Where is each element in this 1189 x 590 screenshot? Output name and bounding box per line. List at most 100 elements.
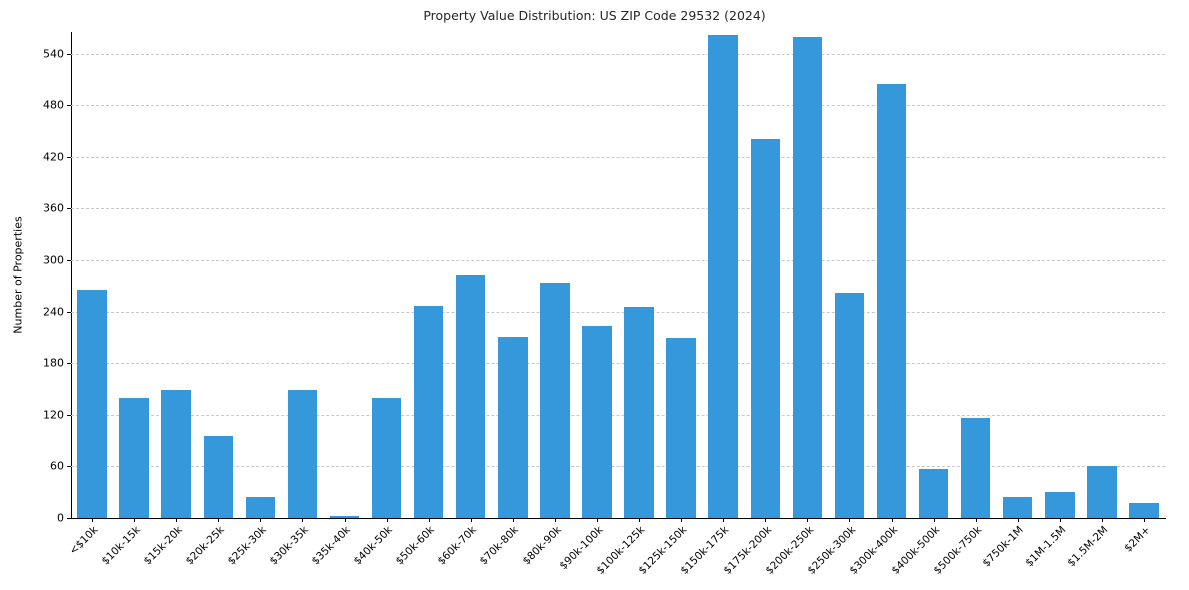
- bar[interactable]: [287, 389, 318, 518]
- x-tick-label: $1M-1.5M: [1023, 524, 1069, 570]
- chart-title: Property Value Distribution: US ZIP Code…: [423, 8, 766, 23]
- bar[interactable]: [540, 283, 570, 518]
- bar[interactable]: [708, 34, 738, 518]
- y-tick-label: 60: [50, 459, 64, 473]
- bar[interactable]: [876, 83, 907, 518]
- x-tick-mark: [1059, 518, 1061, 522]
- y-tick-mark: [67, 53, 71, 55]
- y-tick-label: 0: [57, 511, 64, 525]
- y-tick-label: 480: [43, 98, 64, 112]
- x-tick-mark: [849, 518, 851, 522]
- y-axis-line: [71, 32, 72, 519]
- x-tick-mark: [596, 518, 598, 522]
- y-tick-label: 120: [43, 408, 64, 422]
- x-tick-mark: [807, 518, 809, 522]
- bar[interactable]: [1003, 496, 1033, 518]
- gridline: [71, 311, 1165, 313]
- bar[interactable]: [203, 436, 233, 518]
- y-tick-label: 300: [43, 253, 64, 267]
- x-tick-label: $1.5M-2M: [1065, 524, 1111, 570]
- y-tick-mark: [67, 414, 71, 416]
- y-tick-label: 420: [43, 150, 64, 164]
- bar-series: [71, 32, 1165, 518]
- gridline: [71, 156, 1165, 158]
- x-tick-mark: [512, 518, 514, 522]
- bar[interactable]: [413, 305, 444, 518]
- y-tick-mark: [67, 259, 71, 261]
- x-tick-label: $750k-1M: [980, 524, 1027, 570]
- x-tick-label: $50k-60k: [393, 524, 438, 568]
- x-tick-label: $40k-50k: [351, 524, 396, 568]
- x-tick-mark: [260, 518, 262, 522]
- bar[interactable]: [666, 338, 696, 518]
- x-tick-mark: [134, 518, 136, 522]
- x-tick-mark: [1143, 518, 1145, 522]
- bar[interactable]: [582, 326, 612, 518]
- y-tick-label: 540: [43, 47, 64, 60]
- gridline: [71, 105, 1165, 107]
- plot-area: <$10k $10k-15k $15k-20k $20k-25k $25k-30k $30…: [67, 32, 1165, 577]
- x-tick-mark: [176, 518, 178, 522]
- gridline: [71, 259, 1165, 261]
- bar[interactable]: [329, 516, 360, 518]
- x-tick-mark: [891, 518, 893, 522]
- bar[interactable]: [960, 418, 991, 518]
- x-tick-label: $20k-25k: [183, 524, 227, 568]
- bar[interactable]: [918, 468, 949, 518]
- x-tick-mark: [975, 518, 977, 522]
- gridline: [71, 414, 1165, 416]
- x-tick-label: $60k-70k: [435, 524, 480, 568]
- bar[interactable]: [119, 398, 149, 518]
- x-tick-mark: [765, 518, 767, 522]
- y-tick-label: 180: [43, 356, 64, 370]
- x-tick-label: $70k-80k: [477, 524, 522, 568]
- y-tick-mark: [67, 208, 71, 210]
- bar[interactable]: [161, 389, 191, 518]
- y-tick-mark: [67, 311, 71, 313]
- gridline: [71, 208, 1165, 210]
- y-tick-label: 360: [43, 201, 64, 215]
- bar[interactable]: [371, 398, 402, 518]
- x-tick-mark: [344, 518, 346, 522]
- bar[interactable]: [792, 37, 823, 518]
- gridline: [71, 466, 1165, 468]
- x-tick-mark: [554, 518, 556, 522]
- gridline: [71, 363, 1165, 365]
- bar[interactable]: [77, 290, 107, 518]
- x-tick-mark: [428, 518, 430, 522]
- x-tick-mark: [92, 518, 94, 522]
- y-tick-mark: [67, 466, 71, 468]
- x-tick-label: $30k-35k: [267, 524, 311, 568]
- y-tick-label: 240: [43, 305, 64, 319]
- bar[interactable]: [1045, 492, 1075, 518]
- bar[interactable]: [245, 496, 276, 518]
- x-tick-mark: [1101, 518, 1103, 522]
- x-tick-mark: [933, 518, 935, 522]
- bar[interactable]: [1129, 502, 1159, 518]
- x-tick-label: $35k-40k: [309, 524, 353, 568]
- x-tick-mark: [302, 518, 304, 522]
- x-tick-mark: [681, 518, 683, 522]
- bar[interactable]: [834, 292, 865, 518]
- bar[interactable]: [1087, 466, 1117, 518]
- bar[interactable]: [498, 336, 528, 518]
- x-tick-mark: [218, 518, 220, 522]
- x-tick-mark: [723, 518, 725, 522]
- y-tick-mark: [67, 363, 71, 365]
- x-tick-mark: [470, 518, 472, 522]
- y-tick-mark: [67, 105, 71, 107]
- x-tick-mark: [386, 518, 388, 522]
- x-tick-label: $10k-15k: [99, 524, 143, 568]
- x-axis-line: [71, 518, 1166, 519]
- bar[interactable]: [456, 274, 486, 518]
- bar[interactable]: [750, 138, 780, 518]
- x-tick-label: $2M+: [1121, 524, 1153, 555]
- x-tick-label: <$10k: [67, 524, 101, 558]
- x-tick-label: $15k-20k: [141, 524, 185, 568]
- x-tick-label: $80k-90k: [519, 524, 564, 568]
- y-tick-mark: [67, 518, 71, 519]
- x-tick-mark: [639, 518, 641, 522]
- bar[interactable]: [624, 307, 654, 518]
- y-tick-mark: [67, 156, 71, 158]
